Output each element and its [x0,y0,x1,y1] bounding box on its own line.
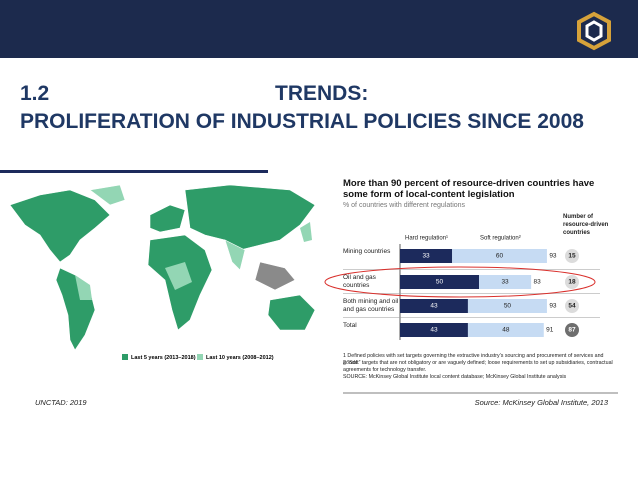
map-region-label: European Union [115,224,148,229]
countries-header: Number of resource-driven countries [563,214,609,236]
bar-value-label: 60 [496,253,504,260]
logo [577,11,611,51]
bar-value-label: 50 [436,279,444,286]
bar-segment [467,323,544,337]
countries-value: 15 [568,253,576,260]
chart-subtitle: % of countries with different regulation… [343,202,466,209]
legend-label: Soft regulation² [480,236,521,242]
highlight-ellipse [324,266,596,298]
subheading: PROLIFERATION OF INDUSTRIAL POLICIES SIN… [20,110,584,133]
countries-badge [565,323,579,337]
bar-segment [452,249,547,263]
header-band [0,0,638,58]
caption-left: UNCTAD: 2019 [35,398,87,407]
bar-value-label: 48 [502,327,510,334]
footnote: SOURCE: McKinsey Global Institute local … [343,374,567,380]
bar-segment [467,299,547,313]
footnote: 2 “Soft” targets that are not obligatory… [343,360,613,373]
map-legend-label: Last 5 years (2013–2018) [131,355,196,361]
caption-right: Source: McKinsey Global Institute, 2013 [474,398,608,407]
total-label: 93 [549,303,557,310]
footnote: 1 Defined policies with set targets gove… [343,353,604,366]
bar-value-label: 50 [504,303,512,310]
legend-label: Hard regulation¹ [405,236,448,242]
map-legend-label: Last 10 years (2008–2012) [206,355,274,361]
bar-segment [400,299,468,313]
bar-segment [400,249,453,263]
section-number: 1.2 [20,82,50,105]
world-map [9,184,316,351]
total-label: 83 [534,279,542,286]
bar-segment [479,275,532,289]
countries-badge [565,299,579,313]
title-rule [0,170,268,173]
chart-title: More than 90 percent of resource-driven … [343,178,595,200]
map-legend-swatch [197,354,203,360]
countries-value: 54 [568,303,576,310]
countries-badge [565,275,579,289]
bar-value-label: 33 [501,279,509,286]
category-label: Both mining and oil and gas countries [343,298,399,313]
total-label: 91 [546,327,554,334]
category-label: Total [343,322,357,329]
map-legend-swatch [122,354,128,360]
bar-segment [400,323,468,337]
category-label: Oil and gas countries [343,274,376,289]
bar-chart: Hard regulation¹ Soft regulation² 33 60 93 15… [343,236,600,340]
heading: TRENDS: [275,82,369,105]
total-label: 93 [549,253,557,260]
countries-value: 18 [568,279,576,286]
category-label: Mining countries [343,248,391,255]
countries-badge [565,249,579,263]
bar-value-label: 33 [422,253,430,260]
countries-value: 87 [568,327,576,334]
bar-value-label: 43 [430,327,438,334]
bar-value-label: 43 [430,303,438,310]
bar-segment [400,275,479,289]
